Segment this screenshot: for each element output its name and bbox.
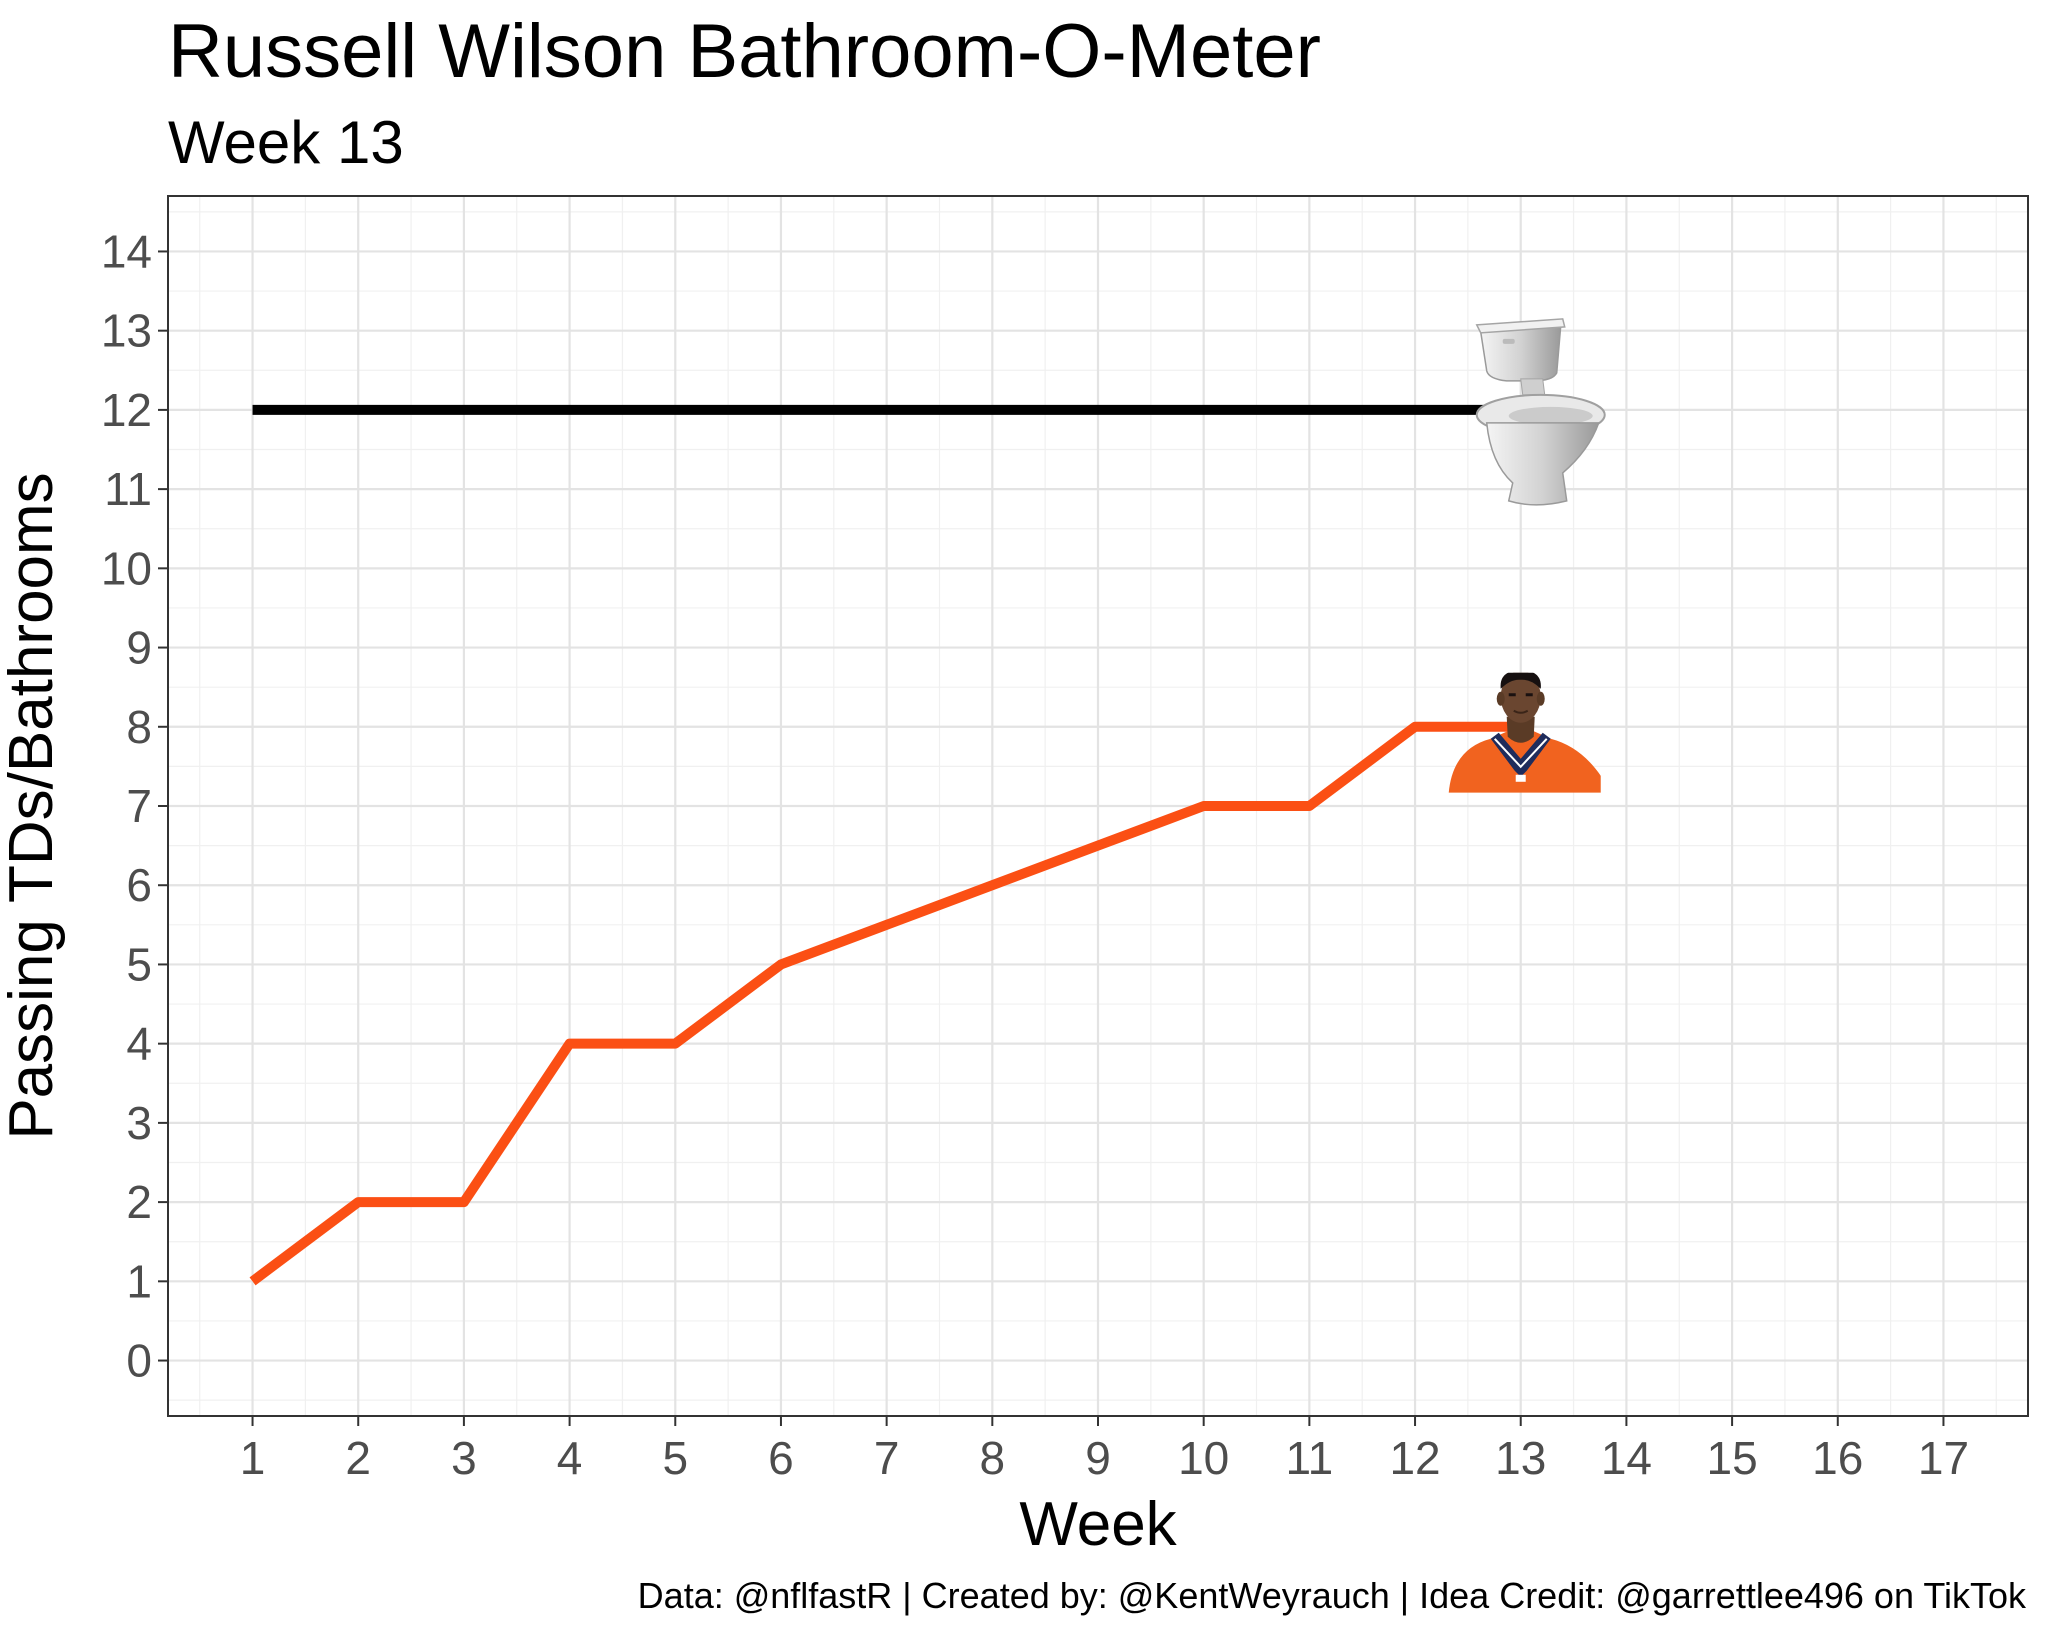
y-tick-label: 10 xyxy=(101,542,152,594)
grid-lines xyxy=(168,196,2028,1416)
x-tick-label: 4 xyxy=(557,1432,583,1484)
y-tick-label: 8 xyxy=(126,701,152,753)
x-tick-label: 14 xyxy=(1601,1432,1652,1484)
y-tick-label: 0 xyxy=(126,1335,152,1387)
x-tick-label: 1 xyxy=(240,1432,266,1484)
y-tick-label: 1 xyxy=(126,1255,152,1307)
x-tick-label: 7 xyxy=(874,1432,900,1484)
x-tick-label: 16 xyxy=(1812,1432,1863,1484)
y-tick-label: 9 xyxy=(126,622,152,674)
series-lines xyxy=(249,404,1521,1286)
x-tick-label: 13 xyxy=(1495,1432,1546,1484)
x-tick-label: 9 xyxy=(1085,1432,1111,1484)
x-tick-label: 15 xyxy=(1707,1432,1758,1484)
y-tick-label: 6 xyxy=(126,859,152,911)
chart-title: Russell Wilson Bathroom-O-Meter xyxy=(168,9,1321,94)
x-tick-label: 10 xyxy=(1178,1432,1229,1484)
chart-caption: Data: @nflfastR | Created by: @KentWeyra… xyxy=(638,1575,2027,1616)
series-line-0 xyxy=(249,721,1521,1286)
marker-icons xyxy=(1448,318,1606,793)
x-tick-label: 17 xyxy=(1918,1432,1969,1484)
y-tick-label: 11 xyxy=(104,463,152,515)
plot-border xyxy=(167,195,2029,1417)
chart-subtitle: Week 13 xyxy=(168,109,404,176)
x-tick-label: 6 xyxy=(768,1432,794,1484)
toilet-icon xyxy=(1475,318,1606,506)
x-tick-label: 12 xyxy=(1389,1432,1440,1484)
x-tick-label: 3 xyxy=(451,1432,477,1484)
y-tick-label: 5 xyxy=(126,938,152,990)
y-tick-label: 2 xyxy=(126,1176,152,1228)
y-tick-label: 14 xyxy=(101,225,152,277)
x-axis: 1 2 3 4 5 6 7 8 9 10 11 12 13 14 15 16 17 xyxy=(240,1416,1969,1484)
y-tick-label: 13 xyxy=(101,305,152,357)
player-headshot-icon xyxy=(1448,672,1601,793)
y-axis-title: Passing TDs/Bathrooms xyxy=(0,472,66,1139)
y-tick-label: 7 xyxy=(126,780,152,832)
x-tick-label: 8 xyxy=(980,1432,1006,1484)
x-tick-label: 11 xyxy=(1285,1432,1333,1484)
x-axis-title: Week xyxy=(1019,1490,1177,1559)
y-tick-label: 12 xyxy=(101,384,152,436)
y-tick-label: 4 xyxy=(126,1018,152,1070)
y-tick-label: 3 xyxy=(126,1097,152,1149)
x-tick-label: 2 xyxy=(345,1432,371,1484)
x-tick-label: 5 xyxy=(662,1432,688,1484)
